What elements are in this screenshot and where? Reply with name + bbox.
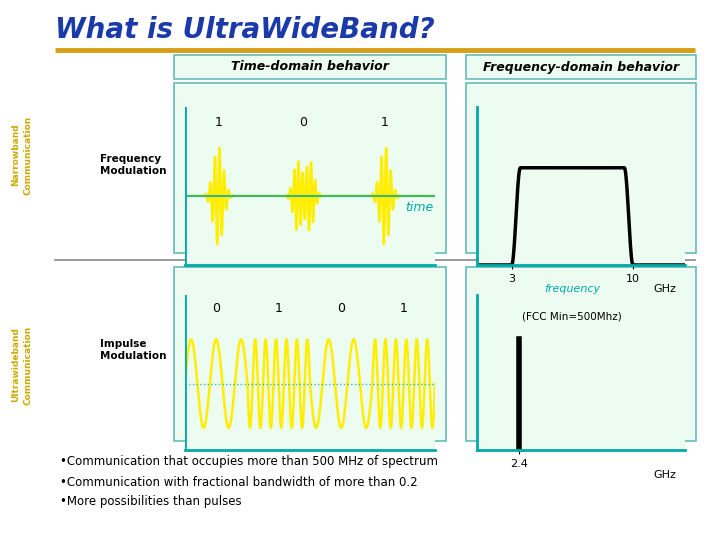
FancyBboxPatch shape [466,55,696,79]
Text: frequency: frequency [544,285,600,294]
FancyBboxPatch shape [466,267,696,441]
Text: (FCC Min=500Mhz): (FCC Min=500Mhz) [523,311,622,321]
Text: 0: 0 [212,302,220,315]
Text: Ultrawideband
Communication: Ultrawideband Communication [12,326,32,404]
Text: •Communication that occupies more than 500 MHz of spectrum: •Communication that occupies more than 5… [60,456,438,469]
Text: Frequency-domain behavior: Frequency-domain behavior [483,60,679,73]
Text: 1: 1 [215,116,222,129]
Text: •More possibilities than pulses: •More possibilities than pulses [60,496,242,509]
FancyBboxPatch shape [174,55,446,79]
Text: •Communication with fractional bandwidth of more than 0.2: •Communication with fractional bandwidth… [60,476,418,489]
Text: Narrowband
Communication: Narrowband Communication [12,116,32,194]
Text: 0: 0 [337,302,346,315]
FancyBboxPatch shape [466,83,696,253]
Text: time: time [405,201,433,214]
FancyBboxPatch shape [174,83,446,253]
Text: What is UltraWideBand?: What is UltraWideBand? [55,16,435,44]
Text: Frequency
Modulation: Frequency Modulation [100,154,166,176]
Text: GHz: GHz [654,285,676,294]
Text: Time-domain behavior: Time-domain behavior [231,60,389,73]
Text: GHz: GHz [653,470,676,480]
FancyBboxPatch shape [174,267,446,441]
Text: 0: 0 [300,116,307,129]
Text: Impulse
Modulation: Impulse Modulation [100,339,166,361]
Text: 1: 1 [400,302,408,315]
Text: 1: 1 [275,302,283,315]
Text: 1: 1 [381,116,389,129]
